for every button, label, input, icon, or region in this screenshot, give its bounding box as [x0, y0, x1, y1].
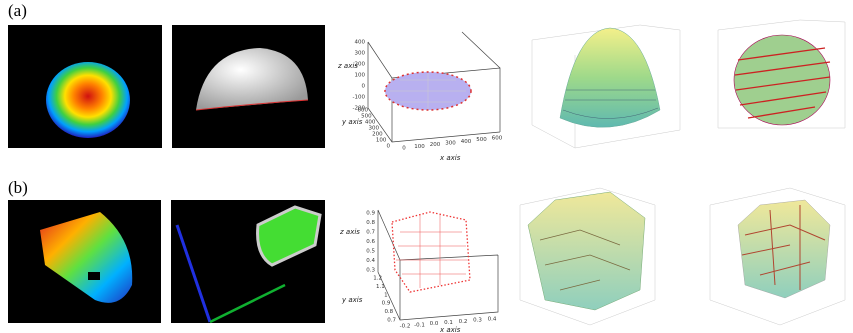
x-tick-label: -0.2: [400, 324, 411, 330]
x-tick-label: 500: [476, 137, 487, 143]
z-tick-label: 0.4: [366, 258, 375, 264]
figure: (a) (b): [0, 0, 853, 333]
x-tick-label: 0.4: [488, 317, 497, 323]
z-tick-label: 0.7: [366, 230, 375, 236]
z-tick-label: 300: [355, 51, 366, 57]
z-tick-label: 100: [355, 73, 366, 79]
z-tick-label: 0.9: [366, 211, 375, 217]
y-tick-label: 0.8: [384, 309, 393, 315]
x-tick-label: 100: [414, 144, 425, 150]
x-tick-label: 0.3: [473, 318, 482, 324]
panel-green-cloud: [171, 200, 325, 323]
x-tick-label: 0.0: [430, 321, 439, 327]
y-tick-label: 100: [376, 138, 387, 144]
x-tick-label: 200: [430, 142, 441, 148]
x-axis-label: x axis: [439, 154, 461, 162]
z-tick-label: 400: [355, 40, 366, 46]
y-axis-label: y axis: [341, 296, 363, 304]
y-tick-label: 0: [387, 144, 391, 150]
panel-rock-mesh: [520, 188, 655, 325]
panel-bell-surface: [532, 25, 680, 148]
y-axis-label: y axis: [341, 118, 363, 126]
y-tick-label: 0.7: [387, 318, 396, 324]
z-axis-label: z axis: [337, 62, 358, 70]
panel-3d-cloud: [378, 210, 498, 320]
x-axis-label: x axis: [439, 326, 461, 333]
x-tick-label: 0: [402, 146, 406, 152]
x-tick-label: 400: [461, 139, 472, 145]
y-tick-label: 1.2: [373, 276, 382, 282]
z-tick-label: 0.5: [366, 249, 375, 255]
z-tick-label: 0.3: [366, 268, 375, 274]
panel-rainbow-cloud: [8, 200, 161, 323]
x-tick-label: 0.2: [459, 319, 468, 325]
y-tick-label: 1: [384, 292, 388, 298]
y-tick-label: 0.9: [382, 301, 391, 307]
panel-rainbow-dome: [8, 25, 162, 148]
panel-white-dome: [172, 25, 325, 148]
x-tick-label: 300: [445, 141, 456, 147]
panel-ellipse-contours: [718, 20, 845, 128]
x-tick-label: -0.1: [414, 322, 425, 328]
z-tick-label: -100: [353, 95, 366, 101]
z-axis-label: z axis: [339, 228, 360, 236]
row-label: (a): [8, 1, 27, 20]
panel-rock-contours: [710, 188, 845, 325]
y-tick-label: 1.1: [376, 284, 385, 290]
z-tick-label: 0.6: [366, 239, 375, 245]
row-label: (b): [8, 178, 28, 197]
panel-3d-ellipse: [368, 32, 500, 142]
z-tick-label: 0: [362, 84, 366, 90]
z-tick-label: 0.8: [366, 220, 375, 226]
x-tick-label: 600: [492, 136, 503, 142]
